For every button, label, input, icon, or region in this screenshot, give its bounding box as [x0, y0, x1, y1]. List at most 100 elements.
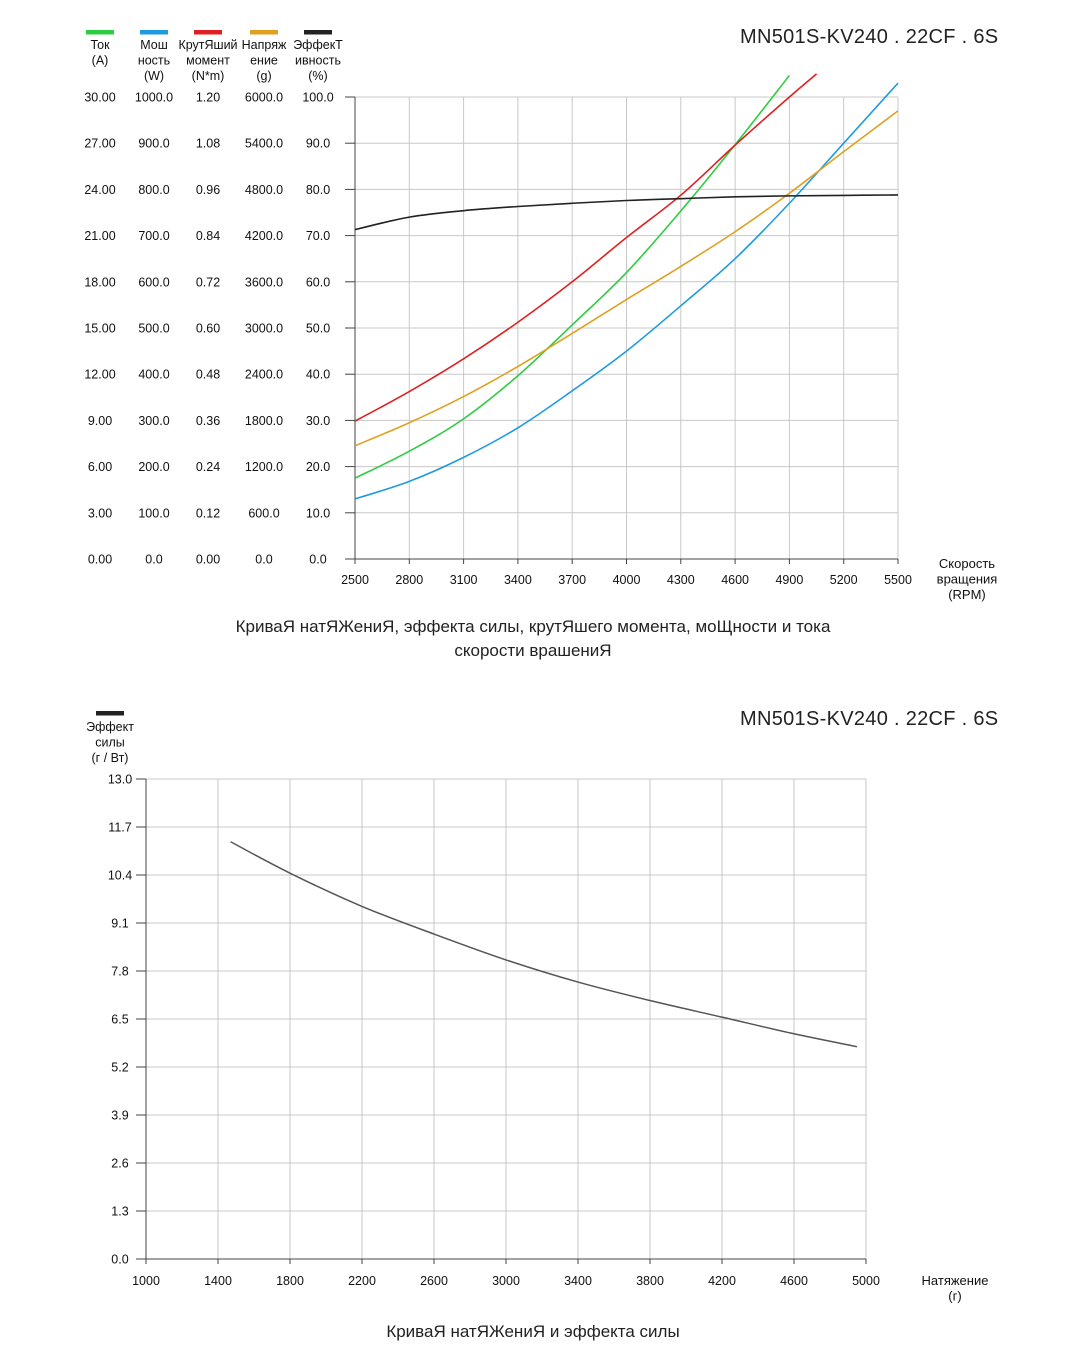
chart1-axis-name: Ток: [90, 38, 110, 52]
chart1-y-tick-label: 70.0: [306, 229, 330, 243]
chart1-legend-swatch: [86, 30, 114, 35]
chart1-y-tick-label: 100.0: [138, 506, 169, 520]
chart1-series-line: [355, 82, 899, 500]
chart2-x-tick-label: 4200: [708, 1274, 736, 1288]
chart1-y-tick-label: 100.0: [302, 91, 333, 105]
chart2-series-line: [230, 841, 858, 1048]
chart1-y-tick-label: 20.0: [306, 460, 330, 474]
chart1-x-axis-label: вращения: [937, 572, 998, 587]
chart1-y-tick-label: 18.00: [84, 275, 115, 289]
chart1-y-tick-label: 3000.0: [245, 322, 283, 336]
chart1-y-tick-label: 1.08: [196, 137, 220, 151]
chart1-y-tick-label: 30.00: [84, 91, 115, 105]
chart1-y-tick-label: 0.36: [196, 414, 220, 428]
chart1-axis-name: (%): [308, 69, 327, 83]
chart2-y-tick-label: 13.0: [108, 773, 132, 787]
chart1-y-tick-label: 4800.0: [245, 183, 283, 197]
chart1-y-tick-label: 0.0: [255, 553, 272, 567]
chart1-axis-name: (g): [256, 69, 271, 83]
chart2-x-tick-label: 1000: [132, 1274, 160, 1288]
chart2-x-axis-label: (г): [948, 1289, 961, 1304]
chart1-y-tick-label: 5400.0: [245, 137, 283, 151]
chart1-plot: 2500 2800 3100 3400 3700 4000 4300 4600 4900 5200…: [84, 30, 998, 602]
chart1-y-tick-label: 21.00: [84, 229, 115, 243]
chart1-y-tick-label: 0.12: [196, 506, 220, 520]
chart1-y-tick-label: 24.00: [84, 183, 115, 197]
chart1-axis-name: момент: [186, 54, 230, 68]
chart2-y-tick-label: 3.9: [111, 1109, 128, 1123]
chart1-y-tick-label: 60.0: [306, 275, 330, 289]
chart1-x-tick-label: 4900: [775, 573, 803, 587]
chart2-y-tick-label: 2.6: [111, 1157, 128, 1171]
chart2-y-tick-label: 9.1: [111, 917, 128, 931]
chart2-caption: КриваЯ натЯЖениЯ и эффекта силы: [386, 1322, 680, 1341]
chart1-y-tick-label: 3.00: [88, 506, 112, 520]
chart1-series-line: [355, 194, 899, 231]
chart1-caption: КриваЯ натЯЖениЯ, эффекта силы, крутЯшег…: [120, 615, 946, 663]
chart1-x-tick-label: 3700: [558, 573, 586, 587]
chart1-x-tick-label: 3100: [450, 573, 478, 587]
chart1-y-tick-label: 4200.0: [245, 229, 283, 243]
chart1-caption-line2: скорости врашениЯ: [454, 641, 612, 660]
chart1-y-tick-label: 300.0: [138, 414, 169, 428]
chart1-y-tick-label: 50.0: [306, 322, 330, 336]
chart1-y-tick-label: 40.0: [306, 368, 330, 382]
chart1-legend-swatch: [140, 30, 168, 35]
chart1-y-tick-label: 1200.0: [245, 460, 283, 474]
chart1-y-tick-label: 0.24: [196, 460, 220, 474]
chart1-y-tick-label: 500.0: [138, 322, 169, 336]
chart1-axis-name: ивность: [295, 54, 341, 68]
chart1-y-tick-label: 900.0: [138, 137, 169, 151]
chart1-y-tick-label: 1.20: [196, 91, 220, 105]
chart1-x-tick-label: 5500: [884, 573, 912, 587]
chart1-series-line: [355, 73, 818, 422]
chart2-y-tick-label: 7.8: [111, 965, 128, 979]
chart1-y-tick-label: 30.0: [306, 414, 330, 428]
chart1-y-tick-label: 15.00: [84, 322, 115, 336]
chart2-y-tick-label: 6.5: [111, 1013, 128, 1027]
chart1-x-tick-label: 4300: [667, 573, 695, 587]
chart2-x-tick-label: 5000: [852, 1274, 880, 1288]
chart1-x-tick-label: 2800: [395, 573, 423, 587]
chart2-x-tick-label: 2200: [348, 1274, 376, 1288]
chart1-y-tick-label: 600.0: [248, 506, 279, 520]
chart1-axis-name: (N*m): [192, 69, 225, 83]
chart1-x-tick-label: 3400: [504, 573, 532, 587]
chart2-y-tick-label: 0.0: [111, 1253, 128, 1267]
chart1-axis-name: Мош: [140, 38, 168, 52]
chart1-x-tick-label: 4000: [613, 573, 641, 587]
chart2-x-axis-label: Натяжение: [922, 1273, 989, 1288]
chart1-y-tick-label: 27.00: [84, 137, 115, 151]
chart2-y-tick-label: 5.2: [111, 1061, 128, 1075]
chart1-y-tick-label: 0.0: [145, 553, 162, 567]
chart2-x-tick-label: 3400: [564, 1274, 592, 1288]
chart1-y-tick-label: 3600.0: [245, 275, 283, 289]
chart2-x-tick-label: 3000: [492, 1274, 520, 1288]
chart1-series-line: [355, 74, 791, 479]
chart1-y-tick-label: 200.0: [138, 460, 169, 474]
chart1-y-tick-label: 1000.0: [135, 91, 173, 105]
chart1-axis-name: ение: [250, 54, 278, 68]
chart2-y-axis-label: силы: [95, 736, 125, 750]
chart1-y-tick-label: 400.0: [138, 368, 169, 382]
chart1-axis-name: (W): [144, 69, 164, 83]
chart1-legend-swatch: [194, 30, 222, 35]
chart1-legend-swatch: [250, 30, 278, 35]
chart1-y-tick-label: 80.0: [306, 183, 330, 197]
chart1-legend-swatch: [304, 30, 332, 35]
chart1-y-tick-label: 800.0: [138, 183, 169, 197]
chart1-y-tick-label: 90.0: [306, 137, 330, 151]
chart1-series-group: [355, 73, 899, 500]
chart1-x-axis-label: (RPM): [948, 587, 986, 602]
chart1-x-tick-label: 5200: [830, 573, 858, 587]
chart1-axis-name: ЭффекТ: [293, 38, 343, 52]
chart2-y-axis-label: Эффект: [86, 720, 134, 734]
chart2-x-tick-label: 4600: [780, 1274, 808, 1288]
chart1-y-tick-label: 2400.0: [245, 368, 283, 382]
chart1-x-tick-label: 2500: [341, 573, 369, 587]
chart1-y-tick-label: 0.48: [196, 368, 220, 382]
chart1-y-tick-label: 700.0: [138, 229, 169, 243]
chart1-series-line: [355, 110, 899, 447]
chart2-x-tick-label: 3800: [636, 1274, 664, 1288]
